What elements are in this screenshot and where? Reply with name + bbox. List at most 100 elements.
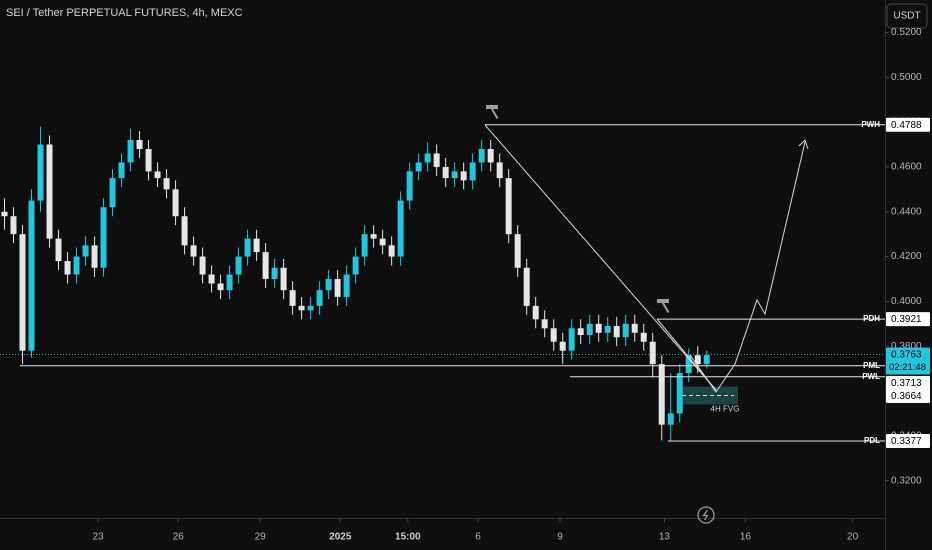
candle-body <box>388 245 395 257</box>
y-tick-label: 0.4200 <box>891 251 922 262</box>
candle-body <box>613 326 620 338</box>
candle-body <box>541 319 548 329</box>
x-tick-label: 13 <box>659 532 671 543</box>
drawings <box>484 124 809 393</box>
candle-body <box>190 245 197 257</box>
currency-button[interactable] <box>886 3 928 29</box>
candle-body <box>649 341 656 365</box>
countdown-label: 02:21:48 <box>889 362 926 373</box>
x-tick-label: 9 <box>557 532 563 543</box>
level-name: PWH <box>861 120 880 129</box>
candle-body <box>523 267 530 306</box>
candle-body <box>397 200 404 257</box>
level-tag-label: 0.3664 <box>891 391 922 402</box>
x-tick-label: 20 <box>847 532 859 543</box>
candle-body <box>424 153 431 163</box>
candle-body <box>226 274 233 291</box>
candle-body <box>100 207 107 268</box>
x-tick-label: 6 <box>475 532 481 543</box>
candle-body <box>487 148 494 163</box>
candle-body <box>469 162 476 181</box>
candle-body <box>604 326 611 333</box>
candle-body <box>235 256 242 275</box>
replay-icon[interactable] <box>697 506 715 524</box>
candle-body <box>46 144 53 239</box>
candle-body <box>496 162 503 179</box>
candle-body <box>307 305 314 311</box>
candle-body <box>298 305 305 311</box>
candle-body <box>451 171 458 179</box>
projection-path <box>689 141 806 393</box>
candle-body <box>568 328 575 351</box>
level-tag-label: 0.3921 <box>891 314 922 325</box>
candle-body <box>82 245 89 257</box>
hammer-icon <box>657 299 670 314</box>
level-tag <box>886 376 930 390</box>
candle-body <box>586 323 593 336</box>
current-price-label: 0.3763 <box>891 350 922 361</box>
level-tag <box>886 434 930 449</box>
candle-body <box>118 162 125 179</box>
level-tag <box>886 389 930 403</box>
candle-body <box>640 332 647 342</box>
projection-arrow <box>798 139 809 150</box>
level-name: PML <box>863 361 880 370</box>
chart-title: SEI / Tether PERPETUAL FUTURES, 4h, MEXC <box>6 7 243 19</box>
trend-line <box>484 124 717 391</box>
candle-body <box>343 274 350 297</box>
y-tick-label: 0.5000 <box>891 72 922 83</box>
x-tick-label: 29 <box>255 532 267 543</box>
level-tag <box>886 117 930 132</box>
y-tick-label: 0.5200 <box>891 27 922 38</box>
candle-body <box>64 261 71 275</box>
candle-body <box>361 234 368 257</box>
candle-body <box>622 323 629 338</box>
candle-body <box>136 140 143 149</box>
candle-body <box>433 153 440 167</box>
candle-body <box>415 162 422 172</box>
candle-body <box>550 328 557 342</box>
candle-body <box>514 234 521 268</box>
y-tick-label: 0.3200 <box>891 475 922 486</box>
candle-body <box>244 238 251 257</box>
y-tick-label: 0.4600 <box>891 162 922 173</box>
level-name: PDL <box>864 436 880 445</box>
candle-body <box>163 178 170 190</box>
candle-body <box>595 323 602 333</box>
level-name: PDH <box>863 314 880 323</box>
candle-body <box>37 144 44 201</box>
candle-body <box>406 171 413 201</box>
x-tick-label: 16 <box>740 532 752 543</box>
candle-body <box>685 355 692 374</box>
candle-body <box>91 245 98 268</box>
y-tick-label: 0.4400 <box>891 206 922 217</box>
candle-body <box>460 171 467 181</box>
candle-body <box>442 166 449 179</box>
candle-body <box>532 305 539 320</box>
candle-body <box>352 256 359 275</box>
level-tag-label: 0.3377 <box>891 436 922 447</box>
candle-body <box>703 355 710 365</box>
fvg-label: 4H FVG <box>711 405 740 414</box>
candle-body <box>73 256 80 275</box>
fvg-zone <box>678 386 738 405</box>
candle-body <box>109 178 116 208</box>
hammer-icon <box>486 105 499 120</box>
candle-body <box>631 323 638 333</box>
candle-body <box>154 171 161 179</box>
candle-body <box>55 238 62 262</box>
candle-body <box>289 290 296 306</box>
candle-body <box>658 364 665 425</box>
candle-body <box>19 234 26 351</box>
level-tag-label: 0.4788 <box>891 120 922 131</box>
candle-body <box>127 140 134 163</box>
candle-body <box>262 252 269 279</box>
level-tag <box>886 312 930 327</box>
current-price-tag <box>886 347 930 375</box>
candle-body <box>370 234 377 239</box>
level-tag-label: 0.3713 <box>891 378 922 389</box>
candle-body <box>253 238 260 253</box>
candle-body <box>577 328 584 336</box>
